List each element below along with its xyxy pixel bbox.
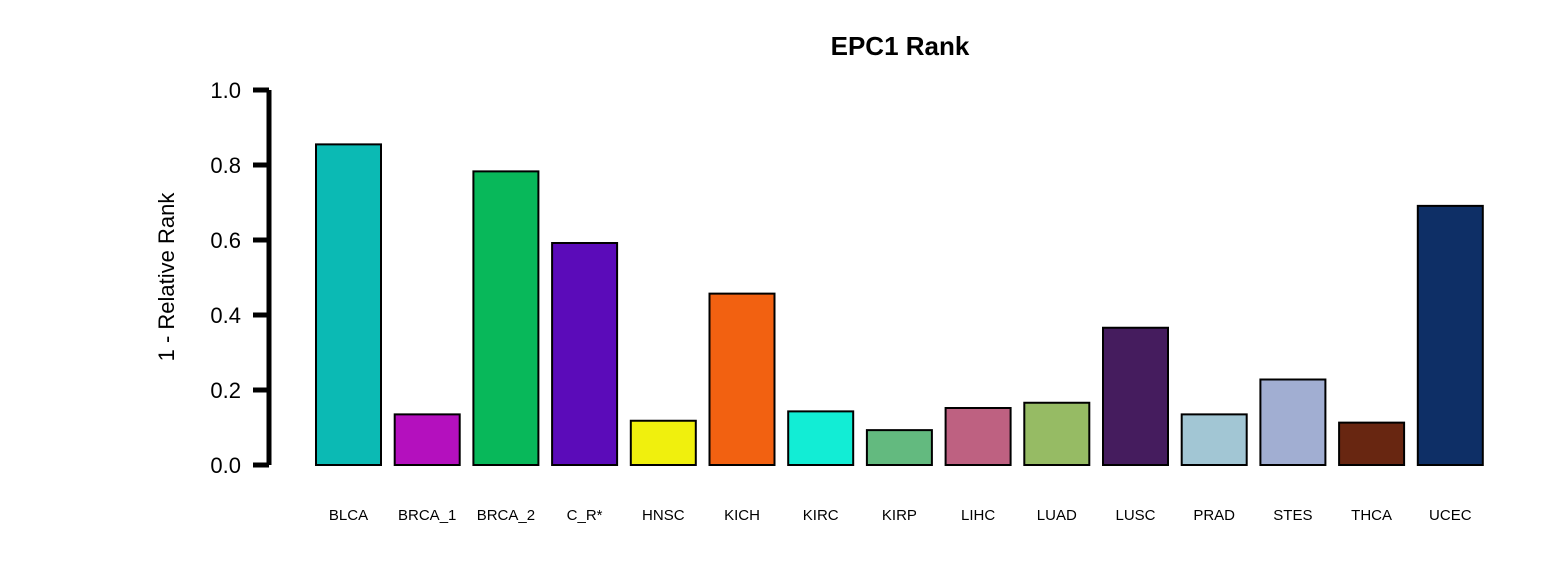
x-tick-label: PRAD (1193, 507, 1235, 524)
bar-thca (1338, 421, 1406, 466)
x-tick-label: KIRP (882, 507, 917, 524)
x-tick-label: KIRC (803, 507, 839, 524)
y-tick-label: 0.6 (210, 228, 241, 253)
bar-lusc (1102, 326, 1169, 466)
bar-hnsc (629, 419, 697, 466)
x-tick-label: BLCA (329, 507, 368, 524)
x-tick-labels: BLCA BRCA_1 BRCA_2 C_R* HNSC KICH KIRC KIRP LIHC… (329, 507, 1472, 524)
x-tick-label: KICH (724, 507, 760, 524)
x-tick-label: LIHC (961, 507, 995, 524)
y-tick-label: 0.8 (210, 153, 241, 178)
x-tick-label: LUAD (1037, 507, 1077, 524)
bars-group (315, 143, 1484, 466)
x-tick-label: LUSC (1115, 507, 1155, 524)
bar-luad (1023, 401, 1091, 466)
bar-kirp (865, 429, 933, 466)
x-tick-label: BRCA_1 (398, 507, 456, 524)
bar-brca-1 (393, 413, 461, 466)
x-tick-label: UCEC (1429, 507, 1472, 524)
x-tick-label: THCA (1351, 507, 1392, 524)
x-tick-label: C_R* (567, 507, 603, 524)
bar-prad (1180, 413, 1248, 466)
bar-lihc (944, 407, 1012, 466)
y-tick-label: 0.2 (210, 378, 241, 403)
y-tick-label: 0.4 (210, 303, 241, 328)
x-tick-label: BRCA_2 (477, 507, 535, 524)
x-tick-label: HNSC (642, 507, 685, 524)
y-axis: 0.0 0.2 0.4 0.6 0.8 1.0 (210, 78, 272, 478)
bar-ucec (1416, 204, 1484, 466)
x-tick-label: STES (1273, 507, 1312, 524)
bar-blca (315, 143, 382, 466)
bar-brca-2 (472, 170, 540, 466)
y-tick-label: 0.0 (210, 453, 241, 478)
bar-kich (708, 292, 776, 466)
bar-stes (1259, 378, 1327, 466)
y-axis-label: 1 - Relative Rank (154, 192, 179, 362)
chart-title: EPC1 Rank (831, 31, 970, 61)
bar-kirc (787, 410, 855, 466)
bar-c-r- (551, 242, 619, 466)
y-tick-label: 1.0 (210, 78, 241, 103)
